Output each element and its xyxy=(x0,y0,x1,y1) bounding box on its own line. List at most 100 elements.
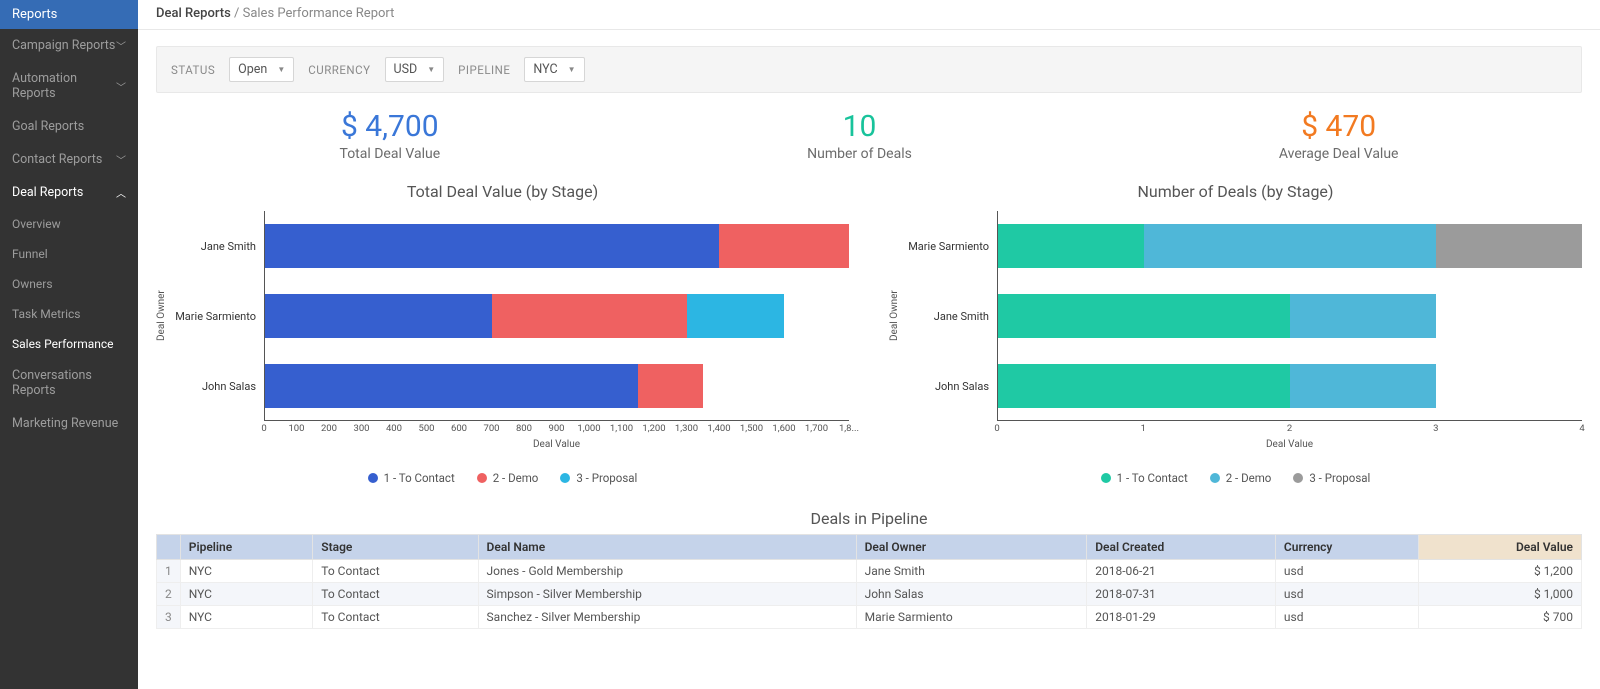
chart-bar xyxy=(265,281,849,351)
kpi-avg-label: Average Deal Value xyxy=(1279,146,1399,162)
breadcrumb-parent[interactable]: Deal Reports xyxy=(156,6,231,21)
chart-bar-segment xyxy=(1144,224,1436,267)
chart-total-deal-value: Total Deal Value (by Stage) Deal OwnerJa… xyxy=(156,182,849,485)
sidebar-subitem[interactable]: Overview xyxy=(0,209,138,239)
row-number: 2 xyxy=(157,583,181,606)
y-category-label: Jane Smith xyxy=(907,281,997,351)
kpi-total-value: $ 4,700 xyxy=(340,109,441,144)
caret-down-icon: ▼ xyxy=(427,65,435,74)
y-axis-label: Deal Owner xyxy=(889,211,907,421)
legend-swatch xyxy=(560,473,570,483)
chart-number-of-deals: Number of Deals (by Stage) Deal OwnerMar… xyxy=(889,182,1582,485)
x-tick-label: 100 xyxy=(288,423,304,434)
currency-value: USD xyxy=(394,62,418,77)
breadcrumb-current: Sales Performance Report xyxy=(243,6,395,21)
table-cell: John Salas xyxy=(856,583,1087,606)
kpi-row: $ 4,700 Total Deal Value 10 Number of De… xyxy=(156,109,1582,162)
currency-select[interactable]: USD ▼ xyxy=(385,57,445,82)
table-header-cell[interactable]: Deal Value xyxy=(1419,535,1582,560)
chart-title: Total Deal Value (by Stage) xyxy=(156,182,849,201)
y-axis-label: Deal Owner xyxy=(156,211,174,421)
table-cell: Jones - Gold Membership xyxy=(478,560,856,583)
table-cell: 2018-06-21 xyxy=(1087,560,1276,583)
sidebar: Reports Campaign Reports﹀Automation Repo… xyxy=(0,0,138,689)
table-cell: NYC xyxy=(180,606,313,629)
table-row[interactable]: 3NYCTo ContactSanchez - Silver Membershi… xyxy=(157,606,1582,629)
pipeline-select[interactable]: NYC ▼ xyxy=(524,57,584,82)
table-cell: Sanchez - Silver Membership xyxy=(478,606,856,629)
chart-bar-segment xyxy=(687,294,784,337)
chart-bar-segment xyxy=(998,364,1290,407)
x-tick-label: 500 xyxy=(418,423,434,434)
legend-item: 2 - Demo xyxy=(477,471,539,485)
sidebar-item[interactable]: Automation Reports﹀ xyxy=(0,62,138,110)
x-tick-label: 1 xyxy=(1141,423,1146,434)
chart-bar xyxy=(998,281,1582,351)
table-cell: NYC xyxy=(180,560,313,583)
sidebar-item[interactable]: Deal Reports ︿ xyxy=(0,176,138,209)
chart-bar-segment xyxy=(638,364,703,407)
table-header-cell[interactable]: Pipeline xyxy=(180,535,313,560)
kpi-average-deal-value: $ 470 Average Deal Value xyxy=(1279,109,1399,162)
row-number: 3 xyxy=(157,606,181,629)
table-cell: Simpson - Silver Membership xyxy=(478,583,856,606)
table-cell: To Contact xyxy=(313,606,478,629)
pipeline-value: NYC xyxy=(533,62,557,77)
sidebar-subitem[interactable]: Task Metrics xyxy=(0,299,138,329)
chart-title: Number of Deals (by Stage) xyxy=(889,182,1582,201)
x-tick-label: 2 xyxy=(1287,423,1292,434)
y-category-label: Marie Sarmiento xyxy=(174,281,264,351)
legend-swatch xyxy=(477,473,487,483)
x-axis-label: Deal Value xyxy=(997,439,1582,453)
main: Deal Reports / Sales Performance Report … xyxy=(138,0,1600,689)
legend-swatch xyxy=(1293,473,1303,483)
table-header-cell[interactable]: Currency xyxy=(1275,535,1419,560)
sidebar-item-label: Goal Reports xyxy=(12,119,84,134)
legend-item: 2 - Demo xyxy=(1210,471,1272,485)
sidebar-item[interactable]: Campaign Reports﹀ xyxy=(0,29,138,62)
sidebar-item[interactable]: Goal Reports xyxy=(0,110,138,143)
chart-bar-segment xyxy=(998,294,1290,337)
table-row[interactable]: 1NYCTo ContactJones - Gold MembershipJan… xyxy=(157,560,1582,583)
kpi-total-label: Total Deal Value xyxy=(340,146,441,162)
legend-swatch xyxy=(1210,473,1220,483)
table-header-cell[interactable]: Deal Owner xyxy=(856,535,1087,560)
table-header-cell[interactable]: Stage xyxy=(313,535,478,560)
sidebar-item[interactable]: Marketing Revenue xyxy=(0,407,138,440)
sidebar-item[interactable]: Contact Reports﹀ xyxy=(0,143,138,176)
x-tick-label: 0 xyxy=(994,423,999,434)
legend-label: 1 - To Contact xyxy=(1117,471,1188,485)
legend-item: 3 - Proposal xyxy=(560,471,637,485)
sidebar-subitem[interactable]: Sales Performance xyxy=(0,329,138,359)
sidebar-header: Reports xyxy=(0,0,138,29)
chart-plot xyxy=(264,211,849,421)
table-cell: Marie Sarmiento xyxy=(856,606,1087,629)
status-select[interactable]: Open ▼ xyxy=(229,57,294,82)
x-tick-label: 3 xyxy=(1433,423,1438,434)
sidebar-item-label: Deal Reports xyxy=(12,185,83,200)
chevron-down-icon: ﹀ xyxy=(116,79,126,94)
filter-bar: STATUS Open ▼ CURRENCY USD ▼ PIPELINE NY… xyxy=(156,46,1582,93)
table-header-cell[interactable]: Deal Created xyxy=(1087,535,1276,560)
deals-table-title: Deals in Pipeline xyxy=(156,509,1582,528)
table-header-cell[interactable]: Deal Name xyxy=(478,535,856,560)
x-axis: 01002003004005006007008009001,0001,1001,… xyxy=(264,421,849,439)
breadcrumb: Deal Reports / Sales Performance Report xyxy=(138,0,1600,30)
table-header-cell xyxy=(157,535,181,560)
sidebar-item[interactable]: Conversations Reports xyxy=(0,359,138,407)
chart-bar xyxy=(265,211,849,281)
chart-bar-segment xyxy=(265,294,492,337)
x-tick-label: 1,000 xyxy=(577,423,600,434)
sidebar-subitem[interactable]: Funnel xyxy=(0,239,138,269)
kpi-number-of-deals: 10 Number of Deals xyxy=(807,109,912,162)
table-row[interactable]: 2NYCTo ContactSimpson - Silver Membershi… xyxy=(157,583,1582,606)
sidebar-item-label: Conversations Reports xyxy=(12,368,126,398)
legend-label: 2 - Demo xyxy=(493,471,539,485)
legend-item: 3 - Proposal xyxy=(1293,471,1370,485)
x-tick-label: 0 xyxy=(261,423,266,434)
sidebar-subitem[interactable]: Owners xyxy=(0,269,138,299)
x-tick-label: 1,200 xyxy=(642,423,665,434)
x-tick-label: 1,400 xyxy=(707,423,730,434)
x-tick-label: 300 xyxy=(353,423,369,434)
chevron-up-icon: ︿ xyxy=(116,185,126,200)
